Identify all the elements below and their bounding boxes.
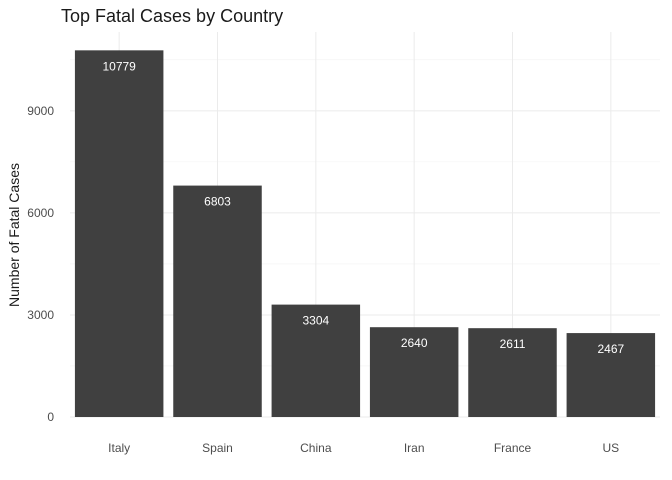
bar-value-label-china: 3304 (302, 314, 329, 328)
x-axis-ticks: Italy Spain China Iran France US (108, 441, 619, 455)
chart-title: Top Fatal Cases by Country (61, 6, 283, 26)
bar-value-label-us: 2467 (597, 342, 624, 356)
x-tick-label-italy: Italy (108, 441, 130, 455)
bars (74, 50, 656, 417)
bar-italy (74, 50, 164, 417)
bar-labels: 10779 6803 3304 2640 2611 2467 (102, 59, 624, 356)
y-tick-label: 6000 (27, 206, 54, 220)
y-tick-label: 3000 (27, 308, 54, 322)
bar-value-label-spain: 6803 (204, 195, 231, 209)
bar-china (271, 304, 361, 417)
bar-us (566, 333, 656, 417)
y-tick-label: 9000 (27, 104, 54, 118)
bar-value-label-iran: 2640 (401, 336, 428, 350)
bar-spain (173, 185, 262, 417)
bar-value-label-italy: 10779 (102, 59, 136, 73)
bar-iran (369, 327, 459, 417)
x-tick-label-spain: Spain (202, 441, 233, 455)
x-tick-label-china: China (300, 441, 332, 455)
y-tick-label: 0 (47, 410, 54, 424)
y-axis-ticks: 0 3000 6000 9000 (27, 104, 54, 424)
bar-france (468, 328, 557, 417)
bar-value-label-france: 2611 (500, 337, 526, 351)
x-tick-label-iran: Iran (404, 441, 425, 455)
y-axis-label: Number of Fatal Cases (6, 163, 22, 307)
x-tick-label-us: US (602, 441, 619, 455)
x-tick-label-france: France (494, 441, 532, 455)
